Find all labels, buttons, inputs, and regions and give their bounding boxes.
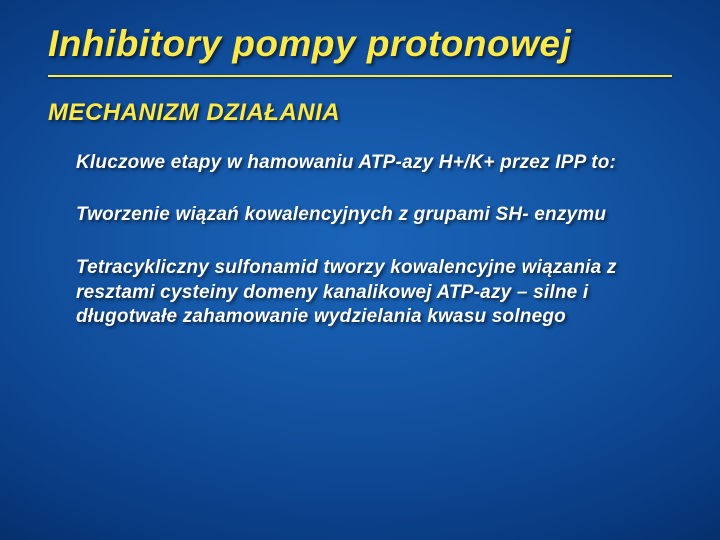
title-divider: [48, 75, 672, 77]
paragraph-3: Tetracykliczny sulfonamid tworzy kowalen…: [76, 256, 672, 330]
paragraph-2: Tworzenie wiązań kowalencyjnych z grupam…: [76, 203, 672, 228]
slide-title: Inhibitory pompy protonowej: [48, 24, 672, 65]
paragraph-1: Kluczowe etapy w hamowaniu ATP-azy H+/K+…: [76, 151, 672, 176]
slide-subtitle: MECHANIZM DZIAŁANIA: [48, 99, 672, 127]
slide-body: Kluczowe etapy w hamowaniu ATP-azy H+/K+…: [48, 151, 672, 330]
slide-container: Inhibitory pompy protonowej MECHANIZM DZ…: [0, 0, 720, 540]
